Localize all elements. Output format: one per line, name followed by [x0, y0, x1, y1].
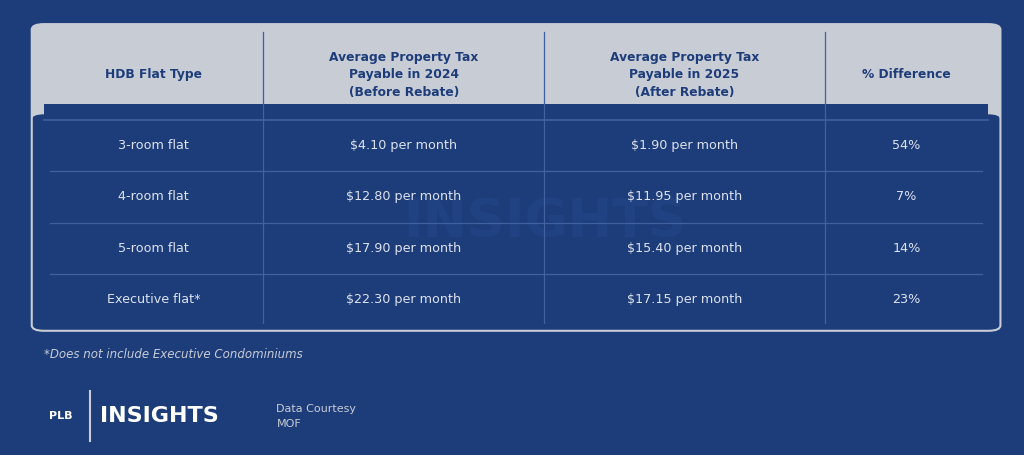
- Text: 54%: 54%: [892, 139, 921, 152]
- Text: $15.40 per month: $15.40 per month: [627, 242, 742, 255]
- Text: 3-room flat: 3-room flat: [119, 139, 189, 152]
- Text: 14%: 14%: [892, 242, 921, 255]
- Text: $11.95 per month: $11.95 per month: [627, 190, 742, 203]
- Text: $17.15 per month: $17.15 per month: [627, 293, 742, 306]
- Text: Executive flat*: Executive flat*: [106, 293, 201, 306]
- Text: INSIGHTS: INSIGHTS: [402, 197, 686, 248]
- Text: Average Property Tax
Payable in 2025
(After Rebate): Average Property Tax Payable in 2025 (Af…: [610, 51, 759, 99]
- Text: $12.80 per month: $12.80 per month: [346, 190, 462, 203]
- FancyBboxPatch shape: [32, 114, 1000, 331]
- Text: % Difference: % Difference: [862, 68, 951, 81]
- Text: PLB: PLB: [49, 411, 73, 421]
- Text: 7%: 7%: [896, 190, 916, 203]
- Text: *Does not include Executive Condominiums: *Does not include Executive Condominiums: [44, 348, 303, 361]
- Text: 23%: 23%: [892, 293, 921, 306]
- Text: HDB Flat Type: HDB Flat Type: [105, 68, 203, 81]
- Text: $17.90 per month: $17.90 per month: [346, 242, 462, 255]
- Bar: [44, 104, 988, 120]
- FancyBboxPatch shape: [32, 24, 1000, 331]
- Text: Average Property Tax
Payable in 2024
(Before Rebate): Average Property Tax Payable in 2024 (Be…: [329, 51, 478, 99]
- Text: 4-room flat: 4-room flat: [119, 190, 189, 203]
- Text: $4.10 per month: $4.10 per month: [350, 139, 458, 152]
- Text: $1.90 per month: $1.90 per month: [631, 139, 738, 152]
- Text: 5-room flat: 5-room flat: [119, 242, 189, 255]
- Text: Data Courtesy
MOF: Data Courtesy MOF: [276, 404, 356, 429]
- Text: INSIGHTS: INSIGHTS: [100, 406, 219, 426]
- Text: $22.30 per month: $22.30 per month: [346, 293, 462, 306]
